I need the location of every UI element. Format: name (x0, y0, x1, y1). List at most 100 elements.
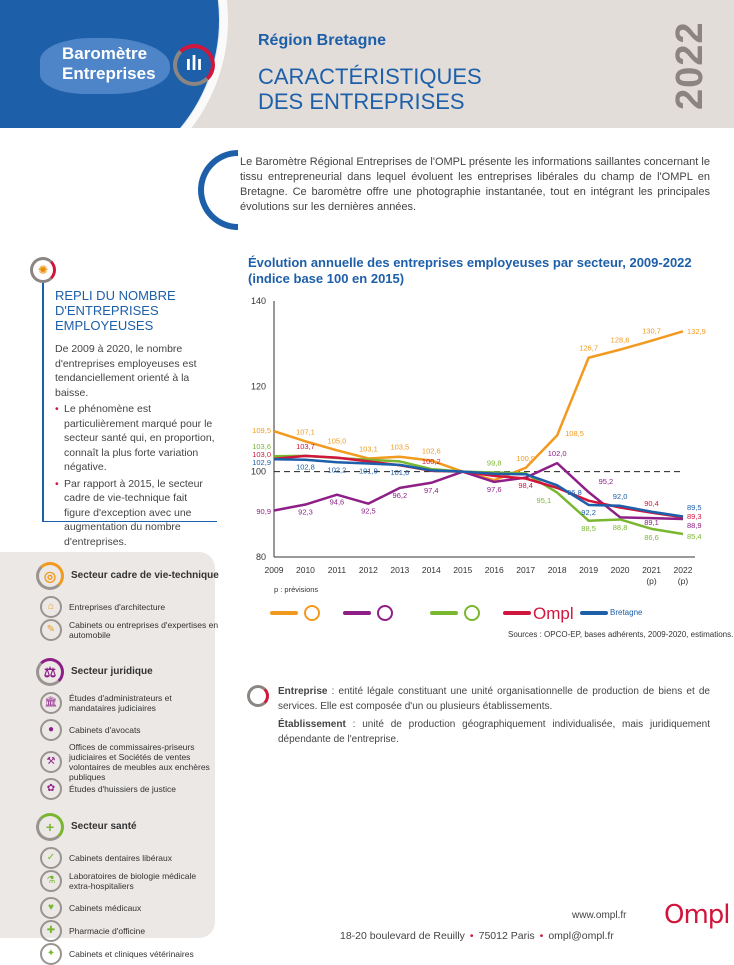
website-link[interactable]: www.ompl.fr (572, 910, 627, 921)
data-label: 92,3 (298, 508, 313, 517)
series-line-Bretagne (273, 458, 684, 518)
sector-heading: ⚖ Secteur juridique (36, 658, 153, 686)
bretagne-map-icon (40, 38, 170, 94)
sector-item: ✎ Cabinets ou entreprises d'expertises en… (40, 619, 219, 641)
repli-bullet: Le phénomène est particulièrement marqué… (55, 402, 215, 475)
chart-sources: Sources : OPCO-EP, bases adhérents, 2009… (508, 630, 734, 639)
profession-icon: ♥ (40, 897, 62, 919)
sector-legend-panel (0, 552, 215, 938)
address: 18-20 boulevard de Reuilly (340, 930, 465, 942)
sector-name: Secteur santé (71, 821, 137, 832)
profession-name: Cabinets médicaux (69, 903, 142, 913)
data-label: 86,6 (644, 533, 659, 542)
email-link[interactable]: ompl@ompl.fr (548, 930, 614, 942)
brand-line1: Baromètre (62, 44, 148, 63)
sector-name: Secteur cadre de vie-technique (71, 570, 219, 581)
y-tick-label: 140 (251, 296, 266, 306)
data-label: 103,1 (359, 444, 378, 453)
definition-icon (247, 685, 269, 707)
x-tick-sublabel: (p) (646, 576, 657, 586)
profession-icon: ✿ (40, 778, 62, 800)
data-label: 107,1 (296, 427, 315, 436)
region-label: Région Bretagne (258, 32, 387, 49)
profession-icon: 🏛 (40, 692, 62, 714)
profession-icon: ✓ (40, 847, 62, 869)
repli-title: REPLI DU NOMBRE D'ENTREPRISES EMPLOYEUSE… (55, 288, 176, 333)
x-tick-label: 2009 (265, 565, 284, 575)
profession-name: Offices de commissaires-priseurs judicia… (69, 742, 210, 782)
profession-icon: ⚗ (40, 870, 62, 892)
x-tick-sublabel: (p) (678, 576, 689, 586)
data-label: 99,8 (487, 459, 502, 468)
x-tick-label: 2015 (453, 565, 472, 575)
data-label: 85,4 (687, 532, 702, 541)
x-tick-label: 2022 (674, 565, 693, 575)
profession-icon: ⌂ (40, 596, 62, 618)
title-line2: DES ENTREPRISES (258, 89, 465, 114)
data-label: 109,5 (252, 426, 271, 435)
ompl-logo: Ompl (664, 900, 731, 930)
sector-item: ✿ Études d'huissiers de justice (40, 778, 219, 800)
y-tick-label: 120 (251, 381, 266, 391)
definition-term: Établissement (278, 719, 346, 730)
data-label: 103,5 (390, 443, 409, 452)
x-tick-label: 2018 (548, 565, 567, 575)
data-label: 102,9 (252, 458, 271, 467)
data-label: 101,6 (390, 468, 409, 477)
x-tick-label: 2017 (516, 565, 535, 575)
data-label: 102,2 (328, 465, 347, 474)
data-label: 95,1 (537, 496, 552, 505)
intro-text: Le Baromètre Régional Entreprises de l'O… (240, 156, 710, 213)
data-label: 100,9 (516, 454, 535, 463)
data-label: 89,5 (687, 503, 702, 512)
profession-name: Cabinets d'avocats (69, 725, 141, 735)
data-label: 92,5 (361, 507, 376, 516)
x-tick-label: 2016 (485, 565, 504, 575)
profession-name: Laboratoires de biologie médicale extra-… (69, 871, 197, 891)
data-label: 89,3 (687, 512, 702, 521)
sector-heading: + Secteur santé (36, 813, 137, 841)
profession-name: Entreprises d'architecture (69, 602, 166, 612)
data-label: 101,9 (359, 467, 378, 476)
data-label: 102,6 (422, 447, 441, 456)
data-label: 132,9 (687, 327, 706, 336)
x-tick-label: 2021 (642, 565, 661, 575)
x-tick-label: 2013 (390, 565, 409, 575)
data-label: 96,2 (393, 491, 408, 500)
data-label: 102,0 (548, 449, 567, 458)
sector-item: ⚒ Offices de commissaires-priseurs judici… (40, 742, 219, 782)
profession-icon: ✚ (40, 920, 62, 942)
profession-name: Cabinets dentaires libéraux (69, 853, 173, 863)
data-label: 94,6 (330, 498, 345, 507)
profession-name: Pharmacie d'officine (69, 926, 146, 936)
lightbulb-icon: ✺ (30, 257, 56, 283)
sector-item: ♥ Cabinets médicaux (40, 897, 219, 919)
data-label: 102,8 (296, 463, 315, 472)
sector-icon: + (36, 813, 64, 841)
definition-term: Entreprise (278, 686, 328, 697)
definitions: Entreprise : entité légale constituant u… (240, 685, 710, 751)
x-tick-label: 2020 (611, 565, 630, 575)
x-tick-label: 2011 (328, 565, 347, 575)
profession-name: Cabinets ou entreprises d'expertises en … (69, 620, 219, 640)
title-line1: CARACTÉRISTIQUES (258, 64, 482, 89)
data-label: 103,0 (252, 450, 271, 459)
data-label: 105,0 (328, 436, 347, 445)
sector-name: Secteur juridique (71, 666, 153, 677)
data-label: 103,7 (296, 442, 315, 451)
profession-icon: ● (40, 719, 62, 741)
profession-icon: ✎ (40, 619, 62, 641)
chart-note: p : prévisions (274, 585, 319, 594)
chart-title: Évolution annuelle des entreprises emplo… (248, 255, 692, 286)
data-label: 98,4 (518, 481, 533, 490)
footer-address: 18-20 boulevard de Reuilly • 75012 Paris • o… (340, 930, 614, 942)
profession-icon: ✦ (40, 943, 62, 965)
data-label: 92,0 (613, 492, 628, 501)
data-label: 90,4 (644, 499, 659, 508)
sector-item: 🏛 Études d'administrateurs et mandataires… (40, 692, 219, 714)
data-label: 95,2 (599, 477, 614, 486)
data-label: 89,1 (644, 518, 659, 527)
legend-cadre-de-vie-technique-icon (304, 605, 320, 621)
x-tick-label: 2014 (422, 565, 441, 575)
